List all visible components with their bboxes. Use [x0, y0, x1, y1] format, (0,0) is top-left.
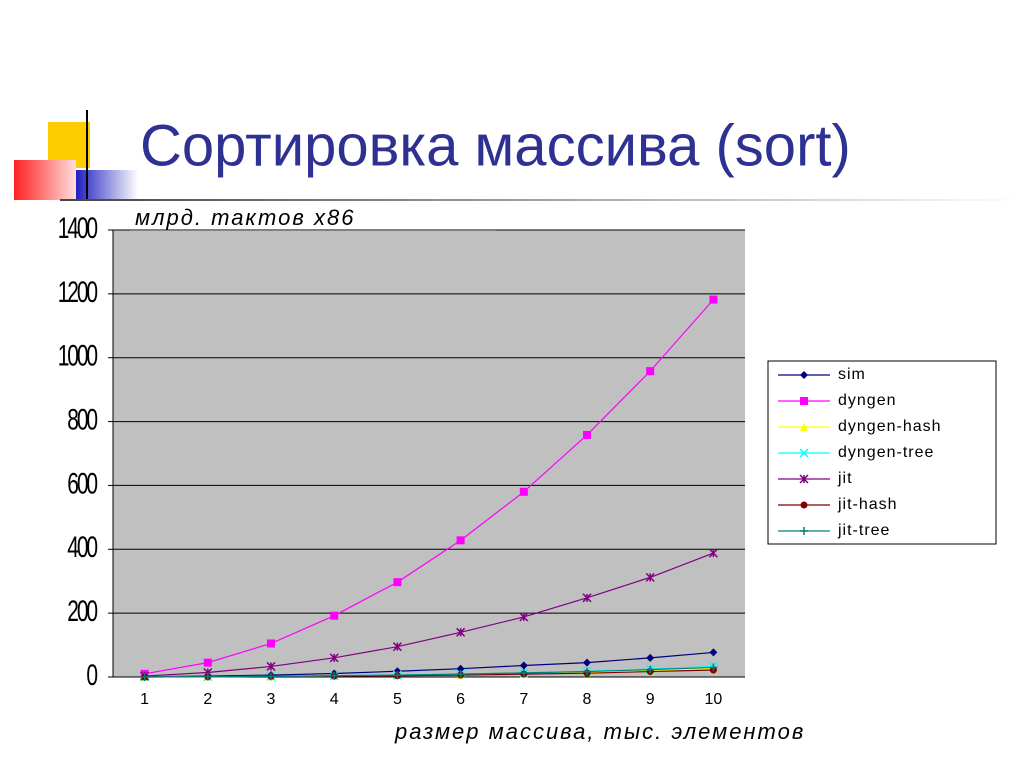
- legend-marker: [800, 397, 808, 405]
- x-tick-label: 6: [456, 691, 465, 708]
- series-line: [144, 666, 714, 678]
- series-line: [144, 299, 714, 675]
- legend-label: sim: [838, 366, 866, 383]
- legend-label: dyngen-hash: [838, 418, 942, 435]
- x-tick-label: 8: [583, 691, 592, 708]
- slide-title: Сортировка массива (sort): [140, 113, 851, 178]
- y-tick-label: 600: [67, 468, 97, 500]
- point: [583, 430, 591, 439]
- series-line: [144, 552, 714, 677]
- legend-label: jit: [837, 470, 853, 487]
- y-tick-label: 0: [86, 659, 97, 691]
- point: [393, 578, 402, 587]
- point: [519, 668, 528, 677]
- legend-marker: [800, 501, 808, 509]
- point: [330, 611, 339, 620]
- point: [330, 671, 339, 680]
- legend-label: dyngen: [838, 392, 897, 409]
- y-tick-label: 1200: [58, 276, 98, 308]
- point: [709, 663, 718, 672]
- series-line: [144, 651, 714, 678]
- point: [583, 658, 591, 667]
- point: [708, 548, 718, 558]
- point: [646, 367, 655, 376]
- point: [456, 670, 465, 679]
- legend: [767, 360, 997, 545]
- plot-area: [113, 230, 745, 677]
- legend-label: jit-hash: [837, 496, 898, 513]
- x-tick-label: 10: [705, 691, 723, 708]
- point: [392, 642, 402, 652]
- point: [646, 665, 655, 674]
- point: [267, 639, 275, 648]
- point: [646, 653, 655, 662]
- point: [456, 664, 465, 673]
- point: [456, 627, 466, 637]
- point: [140, 673, 149, 681]
- point: [203, 672, 212, 681]
- y-axis-label: млрд. тактов x86: [135, 205, 355, 230]
- point: [709, 648, 718, 657]
- point: [456, 536, 465, 545]
- point: [329, 653, 339, 663]
- legend-marker: [799, 448, 809, 458]
- point: [582, 593, 592, 603]
- x-tick-label: 5: [393, 691, 402, 708]
- label-bg: [130, 207, 496, 231]
- x-tick-label: 1: [140, 691, 149, 708]
- legend-marker: [800, 371, 808, 379]
- legend-marker: [800, 527, 808, 535]
- y-tick-label: 400: [67, 532, 97, 564]
- point: [267, 672, 275, 681]
- point: [519, 661, 528, 670]
- legend-label: jit-tree: [837, 522, 890, 539]
- x-tick-label: 3: [267, 691, 276, 708]
- point: [709, 295, 718, 304]
- decor: [76, 170, 138, 200]
- y-tick-label: 800: [67, 404, 97, 436]
- y-tick-label: 1000: [58, 340, 98, 372]
- x-tick-label: 4: [330, 691, 339, 708]
- point: [203, 658, 212, 667]
- x-tick-label: 9: [646, 691, 655, 708]
- legend-label: dyngen-tree: [838, 444, 934, 461]
- decor: [14, 160, 76, 200]
- point: [645, 572, 655, 582]
- x-axis-label: размер массива, тыс. элементов: [394, 719, 805, 744]
- point: [583, 667, 591, 676]
- point: [393, 671, 402, 680]
- x-tick-label: 2: [203, 691, 212, 708]
- x-tick-label: 7: [519, 691, 528, 708]
- legend-marker: [799, 474, 809, 484]
- point: [519, 487, 528, 496]
- decor: [60, 199, 1024, 201]
- point: [266, 661, 276, 671]
- y-tick-label: 1400: [58, 212, 98, 244]
- point: [519, 612, 529, 622]
- y-tick-label: 200: [67, 596, 97, 628]
- legend-marker: [800, 423, 808, 431]
